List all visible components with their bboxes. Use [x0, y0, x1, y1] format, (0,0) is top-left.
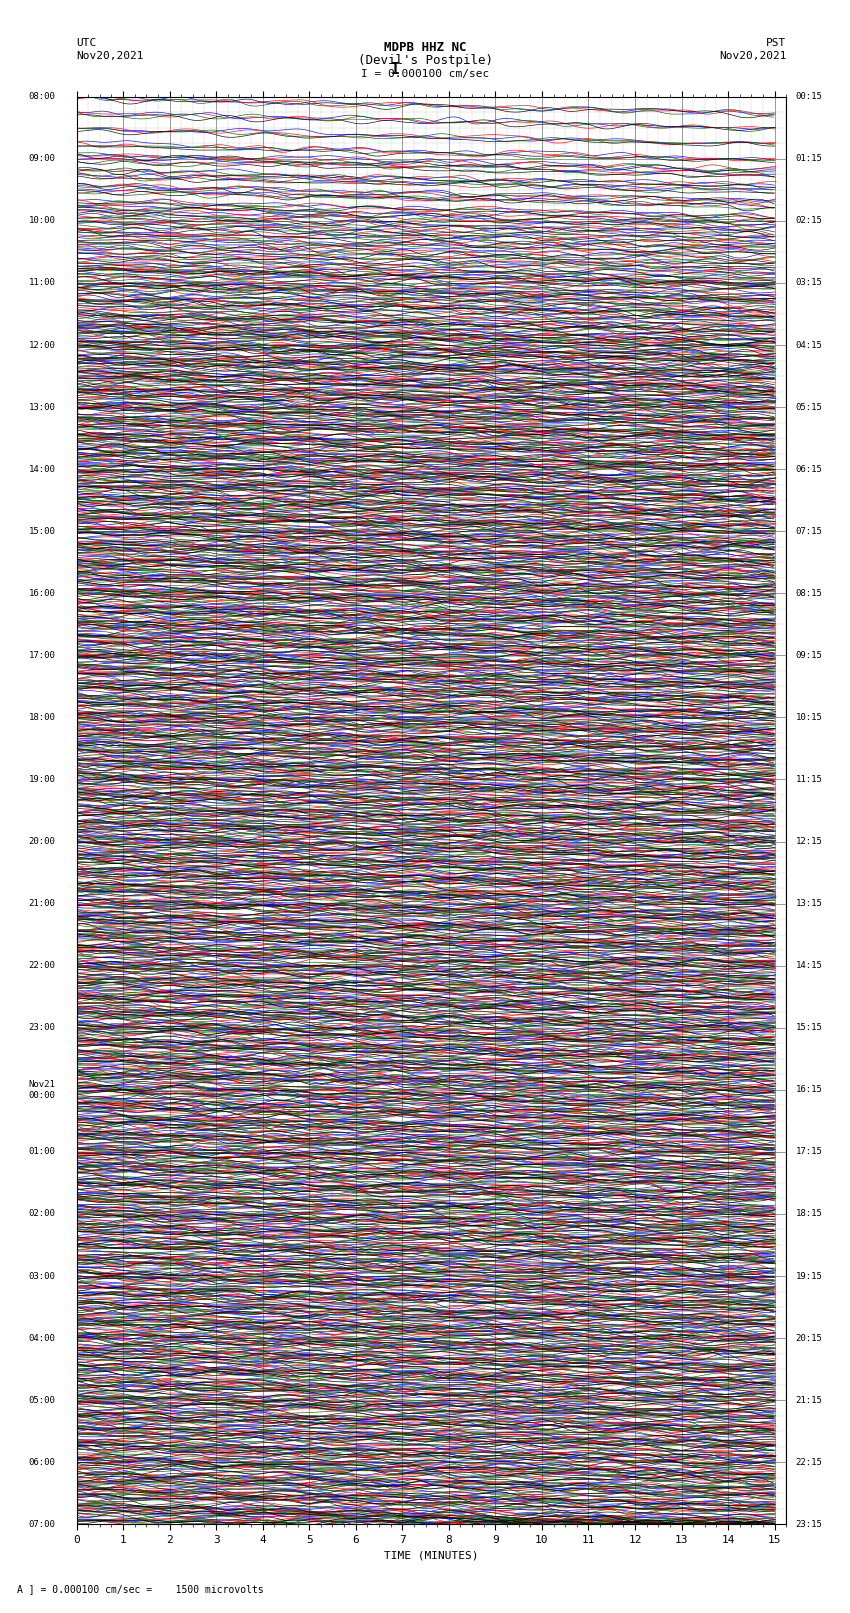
Text: 22:15: 22:15 — [796, 1458, 823, 1466]
Text: 09:15: 09:15 — [796, 652, 823, 660]
Text: 02:15: 02:15 — [796, 216, 823, 226]
Text: Nov20,2021: Nov20,2021 — [76, 52, 144, 61]
Text: 17:00: 17:00 — [29, 652, 55, 660]
Text: 23:00: 23:00 — [29, 1023, 55, 1032]
Text: 13:15: 13:15 — [796, 898, 823, 908]
Text: 18:00: 18:00 — [29, 713, 55, 723]
Text: A ] = 0.000100 cm/sec =    1500 microvolts: A ] = 0.000100 cm/sec = 1500 microvolts — [17, 1584, 264, 1594]
Text: I = 0.000100 cm/sec: I = 0.000100 cm/sec — [361, 69, 489, 79]
Text: 14:00: 14:00 — [29, 465, 55, 474]
Text: 16:15: 16:15 — [796, 1086, 823, 1094]
Text: 20:15: 20:15 — [796, 1334, 823, 1342]
Text: 10:15: 10:15 — [796, 713, 823, 723]
Text: 03:15: 03:15 — [796, 279, 823, 287]
Text: 11:15: 11:15 — [796, 774, 823, 784]
Text: 21:00: 21:00 — [29, 898, 55, 908]
Text: 01:15: 01:15 — [796, 155, 823, 163]
Text: 04:00: 04:00 — [29, 1334, 55, 1342]
Text: 22:00: 22:00 — [29, 961, 55, 969]
Text: I: I — [391, 63, 400, 77]
Text: 02:00: 02:00 — [29, 1210, 55, 1218]
Text: 23:15: 23:15 — [796, 1519, 823, 1529]
X-axis label: TIME (MINUTES): TIME (MINUTES) — [384, 1550, 479, 1560]
Text: 10:00: 10:00 — [29, 216, 55, 226]
Text: 07:00: 07:00 — [29, 1519, 55, 1529]
Text: 21:15: 21:15 — [796, 1395, 823, 1405]
Text: 06:15: 06:15 — [796, 465, 823, 474]
Text: 12:15: 12:15 — [796, 837, 823, 847]
Text: 08:15: 08:15 — [796, 589, 823, 598]
Text: 09:00: 09:00 — [29, 155, 55, 163]
Text: 08:00: 08:00 — [29, 92, 55, 102]
Text: MDPB HHZ NC: MDPB HHZ NC — [383, 40, 467, 53]
Text: 01:00: 01:00 — [29, 1147, 55, 1157]
Text: 19:00: 19:00 — [29, 774, 55, 784]
Text: 00:15: 00:15 — [796, 92, 823, 102]
Text: 05:00: 05:00 — [29, 1395, 55, 1405]
Text: UTC: UTC — [76, 39, 97, 48]
Text: 06:00: 06:00 — [29, 1458, 55, 1466]
Text: 13:00: 13:00 — [29, 403, 55, 411]
Text: 12:00: 12:00 — [29, 340, 55, 350]
Text: Nov21
00:00: Nov21 00:00 — [29, 1081, 55, 1100]
Text: 03:00: 03:00 — [29, 1271, 55, 1281]
Text: 17:15: 17:15 — [796, 1147, 823, 1157]
Text: 15:15: 15:15 — [796, 1023, 823, 1032]
Text: 05:15: 05:15 — [796, 403, 823, 411]
Text: 04:15: 04:15 — [796, 340, 823, 350]
Text: Nov20,2021: Nov20,2021 — [719, 52, 786, 61]
Text: (Devil's Postpile): (Devil's Postpile) — [358, 53, 492, 66]
Text: 16:00: 16:00 — [29, 589, 55, 598]
Text: PST: PST — [766, 39, 786, 48]
Text: 11:00: 11:00 — [29, 279, 55, 287]
Text: 15:00: 15:00 — [29, 527, 55, 536]
Text: 18:15: 18:15 — [796, 1210, 823, 1218]
Text: 19:15: 19:15 — [796, 1271, 823, 1281]
Text: 14:15: 14:15 — [796, 961, 823, 969]
Text: 20:00: 20:00 — [29, 837, 55, 847]
Text: 07:15: 07:15 — [796, 527, 823, 536]
